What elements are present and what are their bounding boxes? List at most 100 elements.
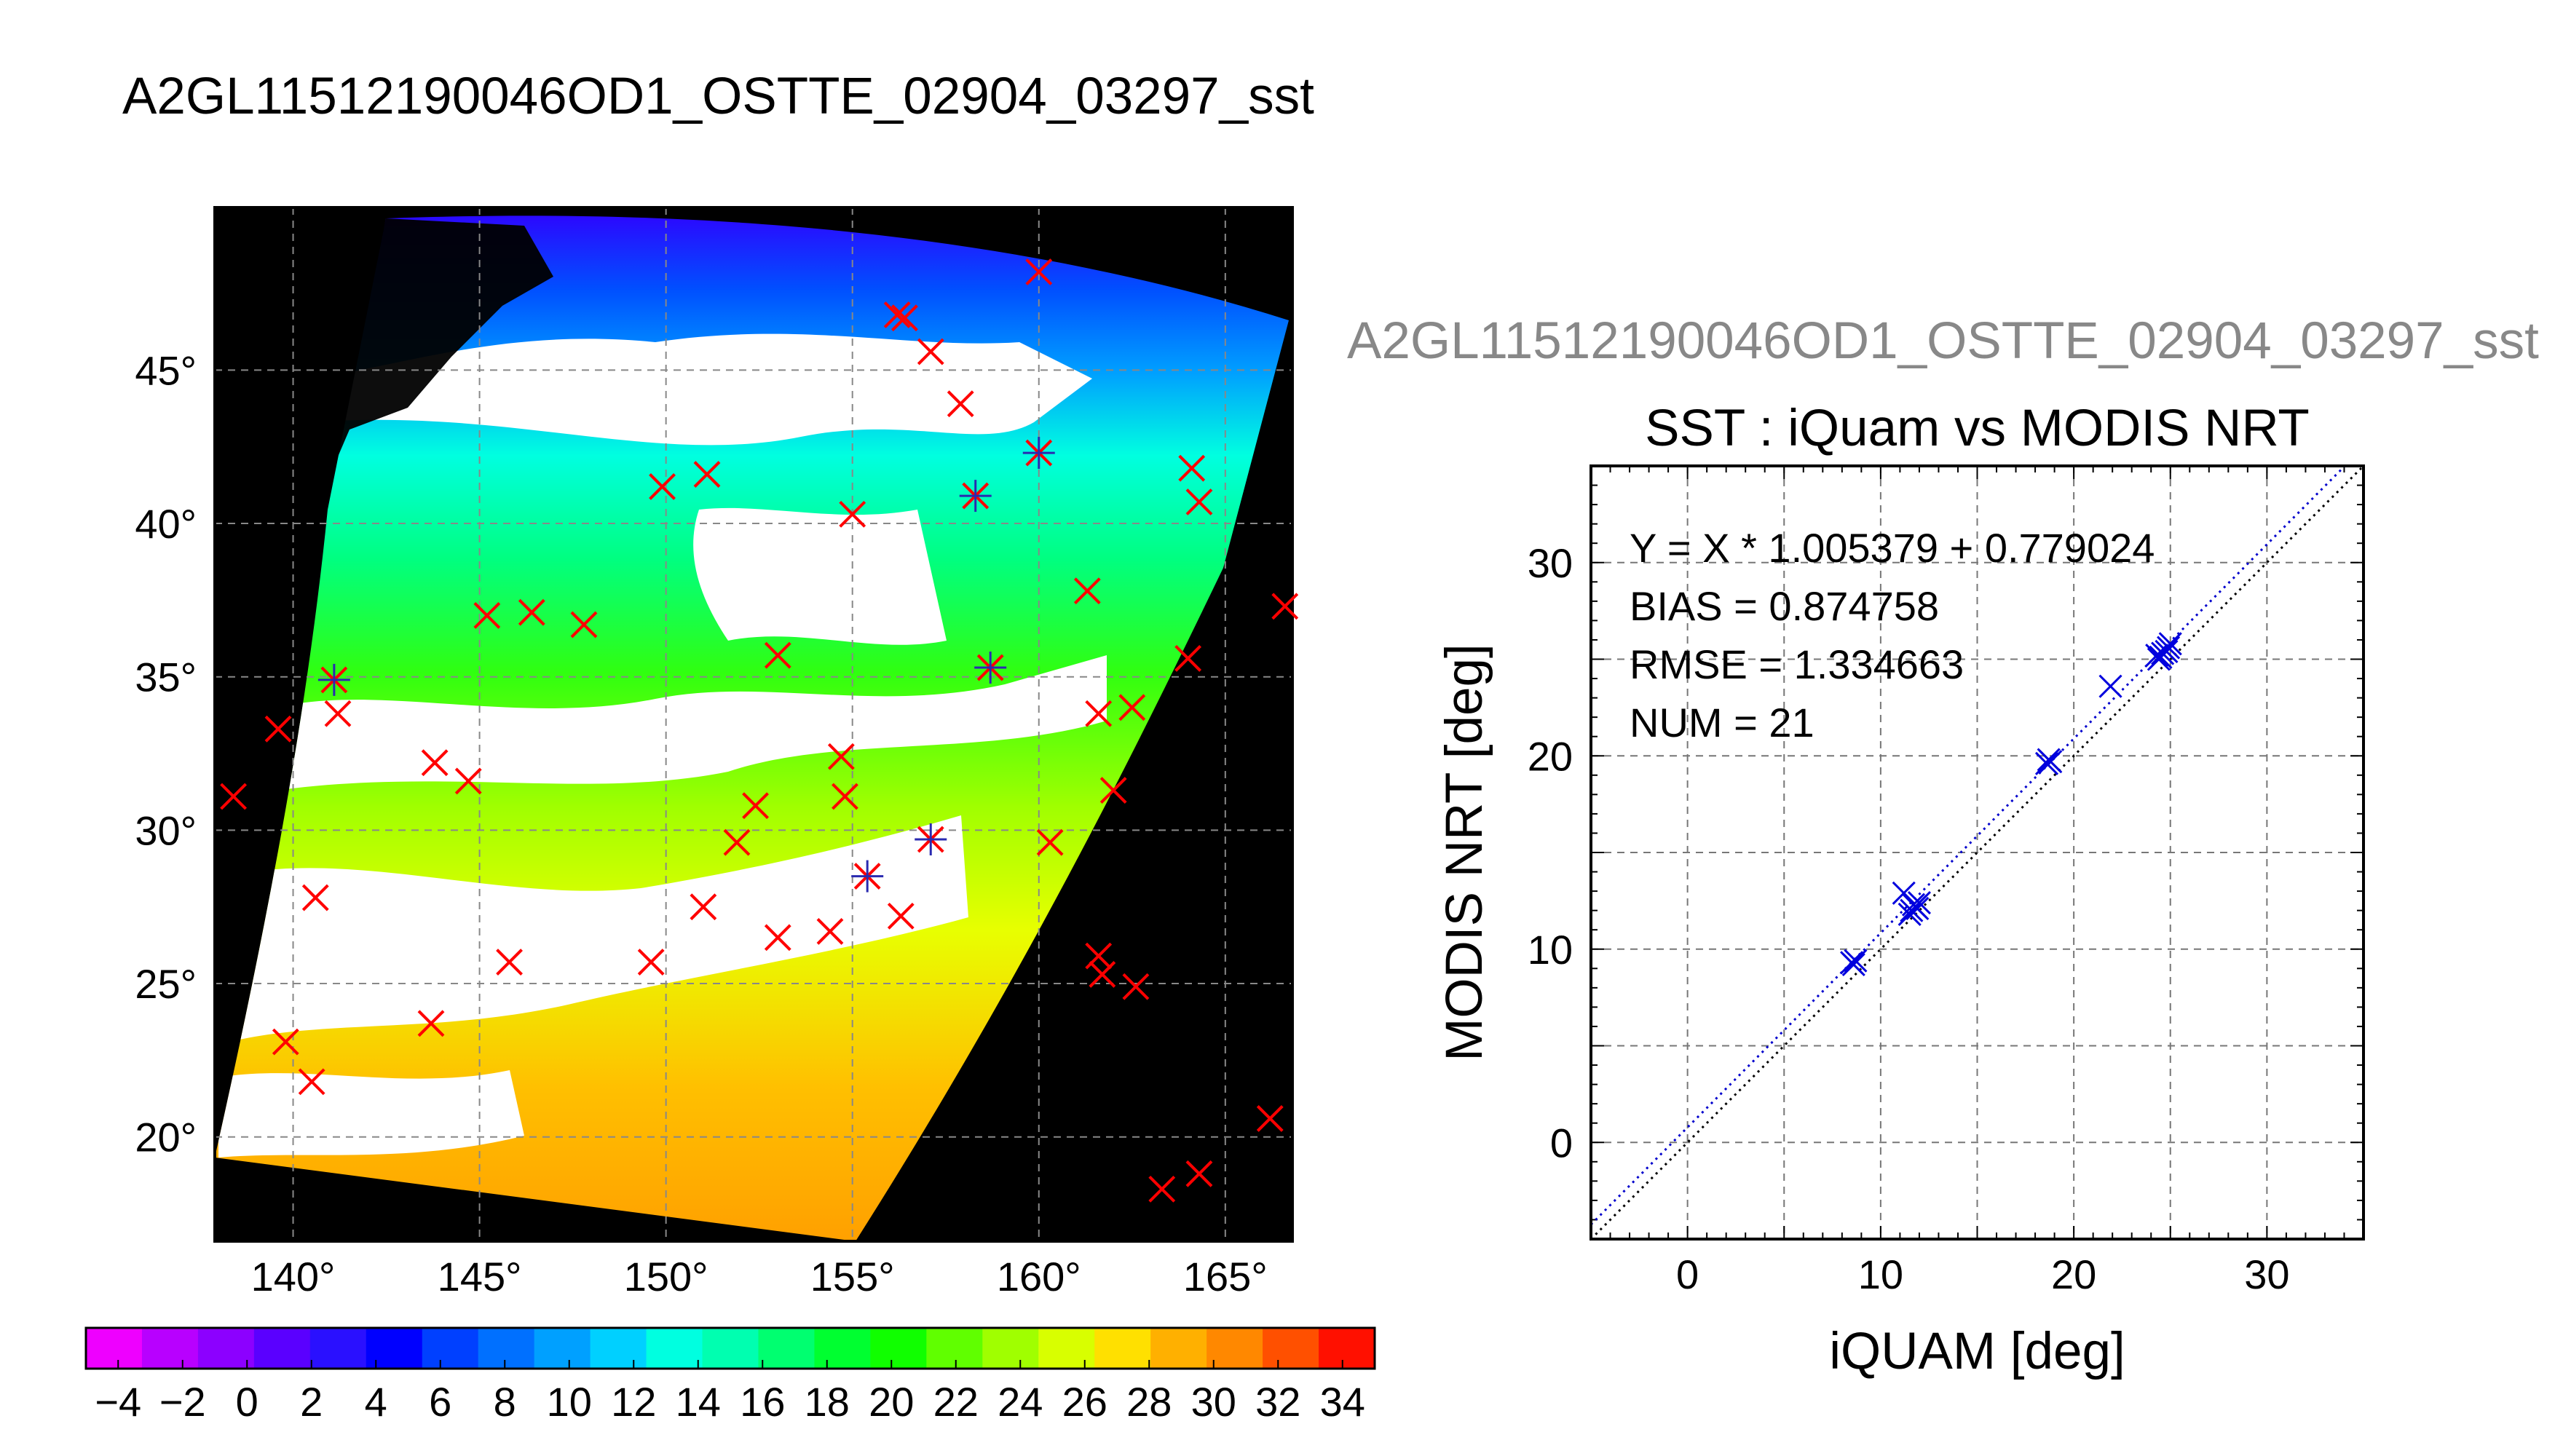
iquam-point <box>421 749 449 777</box>
fit-line <box>1590 464 2346 1226</box>
colorbar-tick: 34 <box>1320 1379 1365 1425</box>
colorbar-tick: 4 <box>365 1379 387 1425</box>
scatter-point <box>2034 751 2059 775</box>
iquam-point <box>887 902 915 930</box>
scatter-grid <box>1591 466 2364 1239</box>
colorbar-swatch <box>814 1328 871 1369</box>
colorbar-swatch <box>590 1328 647 1369</box>
iquam-point <box>693 461 721 488</box>
stat-annotation: RMSE = 1.334663 <box>1630 641 1964 687</box>
iquam-point <box>301 884 329 911</box>
stat-annotation: NUM = 21 <box>1630 700 1814 745</box>
iquam-point <box>827 743 855 770</box>
iquam-point <box>454 767 482 795</box>
colorbar-swatch <box>309 1328 367 1369</box>
iquam-point <box>496 949 523 976</box>
colorbar-tick: 20 <box>869 1379 914 1425</box>
colorbar-swatch <box>646 1328 703 1369</box>
iquam-point <box>764 924 791 951</box>
colorbar-swatch <box>1038 1328 1095 1369</box>
iquam-point <box>839 500 866 528</box>
iquam-point <box>417 1010 445 1037</box>
scatter-y-tick: 10 <box>1528 927 1573 973</box>
iquam-point <box>891 304 918 332</box>
colorbar-tick: 18 <box>805 1379 850 1425</box>
iquam-point <box>1178 454 1206 482</box>
map-y-tick: 45° <box>135 347 197 393</box>
scatter-frame <box>1590 464 2365 1241</box>
map-y-tick: 25° <box>135 961 197 1007</box>
colorbar-tick: 6 <box>429 1379 451 1425</box>
map-frame <box>213 206 1294 1243</box>
scatter-point <box>1892 881 1916 905</box>
cloud-mask <box>693 507 947 645</box>
iquam-point <box>264 715 292 743</box>
iquam-point <box>1174 644 1202 672</box>
iquam-point <box>723 828 751 856</box>
map-x-tick: 145° <box>438 1254 522 1299</box>
map-x-tick: 150° <box>624 1254 708 1299</box>
map-x-tick: 160° <box>997 1254 1081 1299</box>
colorbar-tick: 14 <box>676 1379 721 1425</box>
iquam-point <box>272 1028 299 1056</box>
iquam-match-point <box>1022 437 1055 470</box>
colorbar-tick: 22 <box>933 1379 979 1425</box>
scatter-point <box>2157 636 2181 660</box>
scatter-point <box>1841 952 1865 977</box>
scatter-ylabel: MODIS NRT [deg] <box>1436 644 1493 1061</box>
colorbar-tick: 26 <box>1062 1379 1107 1425</box>
iquam-point <box>324 700 352 727</box>
iquam-point <box>1089 960 1116 988</box>
iquam-point <box>690 893 717 921</box>
iquam-point <box>1118 694 1146 721</box>
iquam-point <box>1256 1105 1284 1132</box>
colorbar-tick: 12 <box>611 1379 656 1425</box>
colorbar-tick: 10 <box>547 1379 592 1425</box>
colorbar-tick: 0 <box>236 1379 258 1425</box>
colorbar-swatch <box>926 1328 983 1369</box>
map-y-tick: 20° <box>135 1115 197 1160</box>
iquam-point <box>883 301 911 328</box>
scatter-point <box>2155 639 2179 663</box>
map-y-tick: 35° <box>135 654 197 700</box>
cloud-mask <box>255 655 1107 794</box>
colorbar-swatch <box>758 1328 816 1369</box>
iquam-point <box>473 602 501 629</box>
colorbar-swatch <box>982 1328 1039 1369</box>
iquam-point <box>1073 577 1101 605</box>
page-title: A2GL11512190046OD1_OSTTE_02904_03297_sst <box>122 68 1314 125</box>
colorbar-tick: 8 <box>494 1379 516 1425</box>
scatter-x-tick: 0 <box>1676 1251 1699 1297</box>
colorbar-tick: 2 <box>300 1379 323 1425</box>
iquam-point <box>764 641 791 669</box>
colorbar-swatch <box>197 1328 255 1369</box>
colorbar-tick: 30 <box>1191 1379 1236 1425</box>
iquam-point <box>1036 828 1064 856</box>
scatter-point <box>2039 750 2063 774</box>
colorbar-swatch <box>86 1328 143 1369</box>
iquam-match-point <box>959 480 992 513</box>
iquam-point <box>298 1068 325 1096</box>
iquam-point <box>637 949 665 976</box>
scatter-y-tick: 20 <box>1528 733 1573 779</box>
colorbar-tick: −4 <box>95 1379 141 1425</box>
colorbar-swatch <box>141 1328 199 1369</box>
stat-annotation: BIAS = 0.874758 <box>1630 583 1939 629</box>
iquam-point <box>1122 973 1150 1000</box>
scatter-x-tick: 20 <box>2051 1251 2096 1297</box>
colorbar-swatch <box>702 1328 759 1369</box>
iquam-point <box>816 918 844 945</box>
scatter-point <box>1898 902 1922 927</box>
colorbar-swatch <box>1207 1328 1263 1369</box>
scatter-x-tick: 30 <box>2244 1251 2289 1297</box>
iquam-point <box>1185 1160 1213 1187</box>
colorbar-frame <box>84 1326 1376 1370</box>
colorbar-tick: 28 <box>1126 1379 1172 1425</box>
iquam-match-point <box>851 860 884 893</box>
iquam-point <box>1085 700 1113 727</box>
iquam-point <box>742 792 769 820</box>
scatter-point <box>2098 674 2122 698</box>
scatter-point <box>2158 632 2182 656</box>
colorbar-swatch <box>870 1328 927 1369</box>
